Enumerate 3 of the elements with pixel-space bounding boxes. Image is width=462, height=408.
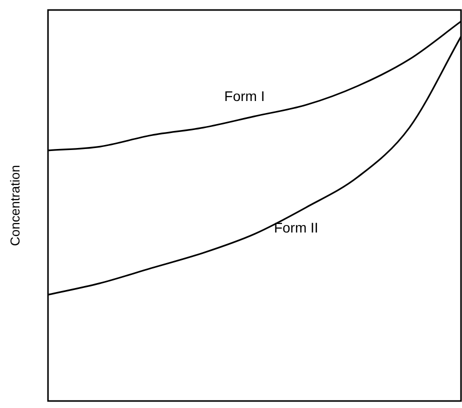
series-label: Form II [274, 219, 318, 236]
series-label: Form I [224, 88, 265, 104]
y-axis-title: Concentration [8, 165, 23, 246]
